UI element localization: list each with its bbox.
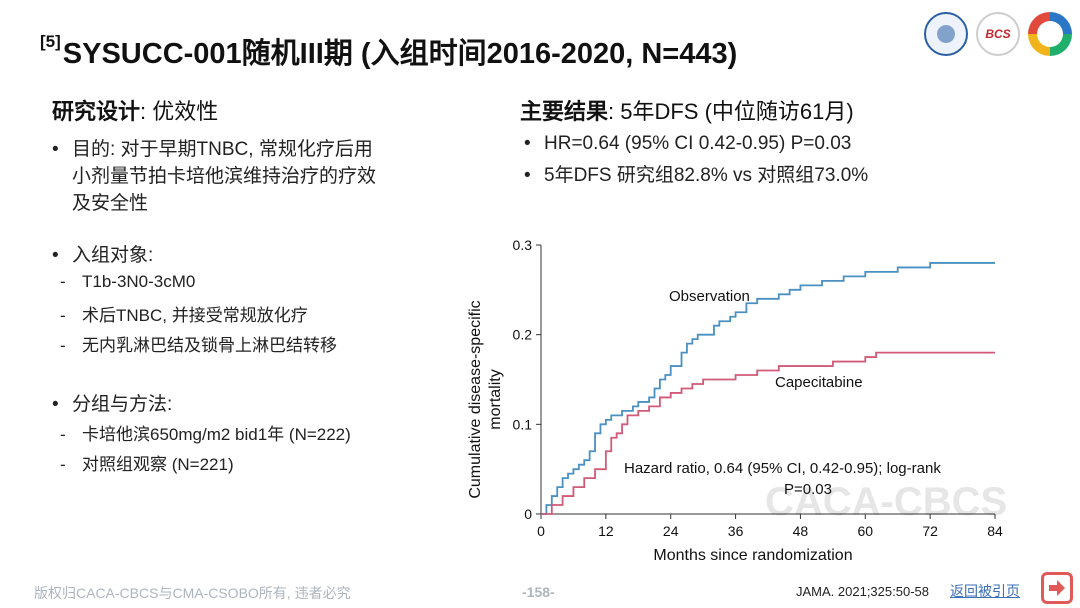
km-curve-chart: CACA-CBCS 0 12 24 36 48 60 72 84 0 0.1 0.2 0.3 Months… [467,237,1007,564]
result-text: HR=0.64 (95% CI 0.42-0.95) P=0.03 [544,133,852,154]
x-axis-title: Months since randomization [653,547,852,564]
result-bullet: • 5年DFS 研究组82.8% vs 对照组73.0% [524,162,1044,189]
group-item-text: 对照组观察 (N=221) [82,455,234,474]
results-label: 主要结果 [520,99,609,124]
enroll-item-text: 无内乳淋巴结及锁骨上淋巴结转移 [82,336,337,355]
group-item: - 卡培他滨650mg/m2 bid1年 (N=222) [60,425,351,444]
enroll-item-text: T1b-3N0-3cM0 [82,272,196,291]
purpose-bullet: • 目的: 对于早期TNBC, 常规化疗后用 小剂量节拍卡培他滨维持治疗的疗效 … [52,136,452,217]
enroll-label: 入组对象: [72,245,154,266]
bullet-dot: • [524,133,531,154]
results-heading: 主要结果: 5年DFS (中位随访61月) [520,94,854,126]
y-tick-label: 0.1 [513,416,533,432]
title-reference: [5] [40,32,61,51]
enroll-item-text: 术后TNBC, 并接受常规放化疗 [82,306,308,325]
bullet-dot: • [52,394,59,415]
slide-title: [5]SYSUCC-001随机III期 (入组时间2016-2020, N=44… [40,30,737,72]
bullet-dot: • [52,245,59,266]
copyright-note: 版权归CACA-CBCS与CMA-CSOBO所有, 违者必究 [34,585,351,601]
design-value: : 优效性 [140,99,219,124]
y-axis-title-line1: Cumulative disease-specific [467,300,484,498]
enroll-item: - T1b-3N0-3cM0 [60,272,196,291]
result-text: 5年DFS 研究组82.8% vs 对照组73.0% [544,165,869,186]
watermark-text: CACA-CBCS [765,480,1007,524]
p-value-annotation: P=0.03 [784,481,832,498]
design-heading: 研究设计: 优效性 [52,94,218,126]
km-series-capecitabine [541,351,995,515]
enroll-bullet: • 入组对象: [52,242,452,269]
result-bullet: • HR=0.64 (95% CI 0.42-0.95) P=0.03 [524,130,1044,157]
title-text: SYSUCC-001随机III期 (入组时间2016-2020, N=443) [62,38,738,70]
y-tick-label: 0 [524,506,532,522]
design-label: 研究设计 [52,99,141,124]
logo-group: BCS [924,12,1072,56]
x-tick-label: 12 [598,523,614,539]
purpose-line-3: 及安全性 [72,193,149,214]
x-tick-label: 84 [987,523,1003,539]
y-tick-label: 0.3 [513,237,533,253]
x-tick-label: 72 [922,523,938,539]
results-value: : 5年DFS (中位随访61月) [608,99,854,124]
reference-citation: JAMA. 2021;325:50-58 [796,584,929,599]
group-label: 分组与方法: [72,394,173,415]
page-number: -158- [522,584,555,600]
group-item-text: 卡培他滨650mg/m2 bid1年 (N=222) [82,425,351,444]
bullet-dot: • [524,165,531,186]
society-logo [1028,12,1072,56]
purpose-line-2: 小剂量节拍卡培他滨维持治疗的疗效 [72,166,377,187]
y-axis-title-line2: mortality [487,369,504,429]
x-tick-label: 36 [728,523,744,539]
hazard-ratio-annotation: Hazard ratio, 0.64 (95% CI, 0.42-0.95); … [624,460,941,477]
y-tick-label: 0.2 [513,327,533,343]
series-label-observation: Observation [669,288,750,305]
x-tick-label: 0 [537,523,545,539]
group-bullet: • 分组与方法: [52,391,452,418]
enroll-item: - 无内乳淋巴结及锁骨上淋巴结转移 [60,336,337,355]
x-tick-label: 60 [857,523,873,539]
back-arrow-button[interactable] [1041,572,1073,604]
back-to-citing-page-link[interactable]: 返回被引页 [950,583,1020,599]
bcs-logo-text: BCS [985,27,1011,41]
x-tick-label: 24 [663,523,679,539]
group-item: - 对照组观察 (N=221) [60,455,234,474]
arrow-right-icon [1049,580,1065,596]
university-seal-logo [924,12,968,56]
purpose-line-1: 目的: 对于早期TNBC, 常规化疗后用 [72,139,373,160]
x-tick-label: 48 [793,523,809,539]
bullet-dot: • [52,139,59,160]
bcs-logo: BCS [976,12,1020,56]
enroll-item: - 术后TNBC, 并接受常规放化疗 [60,306,308,325]
series-label-capecitabine: Capecitabine [775,374,863,391]
km-series-observation [541,262,995,515]
